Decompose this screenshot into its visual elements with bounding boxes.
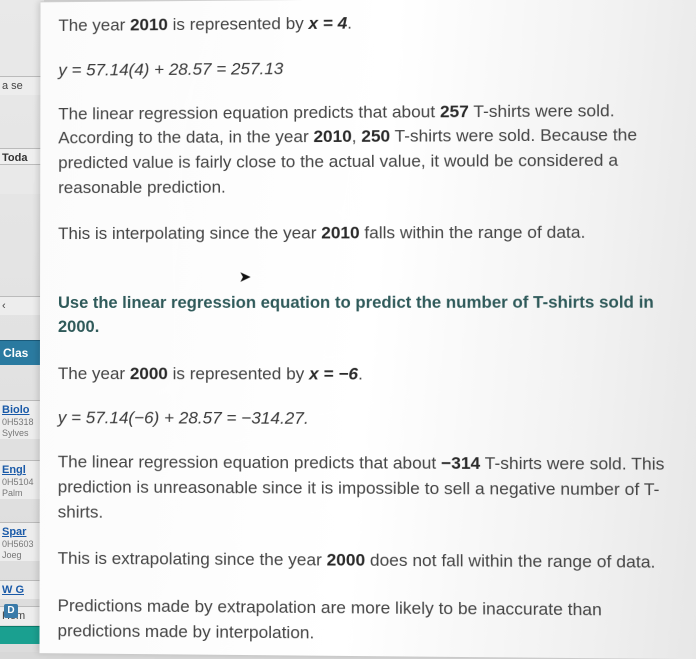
equation-inline: x = 4	[308, 14, 347, 33]
text: is represented by	[168, 364, 309, 383]
text: is represented by	[168, 14, 309, 34]
tab-sidebar: a seToda‹ClasBiolo0H5318SylvesEngl0H5104…	[0, 0, 44, 652]
text: falls within the range of data.	[360, 223, 586, 243]
text: does not fall within the range of data.	[365, 551, 655, 572]
sidebar-teal-bar	[0, 626, 44, 644]
paragraph-interpolating: This is interpolating since the year 201…	[58, 221, 665, 247]
sidebar-fragment	[0, 164, 44, 194]
paragraph-extrapolating: This is extrapolating since the year 200…	[58, 547, 667, 576]
sidebar-fragment: Clas	[0, 340, 44, 365]
text: ,	[352, 127, 362, 146]
sidebar-fragment: Palm	[0, 487, 44, 499]
value: 2000	[130, 364, 168, 383]
paragraph-prediction-neg314: The linear regression equation predicts …	[58, 451, 667, 529]
value: 2010	[321, 223, 359, 242]
instruction-predict-2000: Use the linear regression equation to pr…	[58, 291, 666, 340]
sidebar-fragment: W G	[0, 580, 44, 599]
document-page: The year 2010 is represented by x = 4. y…	[39, 0, 696, 659]
text: This is interpolating since the year	[58, 224, 321, 244]
paragraph-year-2000: The year 2000 is represented by x = −6.	[58, 362, 666, 388]
app-badge-icon: D	[4, 604, 18, 618]
paragraph-conclusion: Predictions made by extrapolation are mo…	[58, 594, 668, 649]
equation-text: y = 57.14(4) + 28.57 = 257.13	[58, 59, 283, 80]
text: .	[358, 364, 363, 383]
value: 257	[440, 102, 469, 121]
cursor-icon: ➤	[239, 268, 252, 286]
value: −314	[441, 454, 480, 473]
equation-text: y = 57.14(−6) + 28.57 = −314.27.	[58, 408, 309, 428]
equation-inline: x = −6	[309, 364, 358, 383]
text: The year	[58, 15, 130, 34]
value: 2000	[327, 551, 366, 571]
equation-1: y = 57.14(4) + 28.57 = 257.13	[58, 56, 664, 80]
text: This is extrapolating since the year	[58, 549, 327, 570]
text: The linear regression equation predicts …	[58, 453, 441, 474]
text: .	[347, 14, 352, 33]
sidebar-fragment: ‹	[0, 296, 44, 315]
sidebar-fragment: Sylves	[0, 427, 44, 439]
paragraph-year-2010: The year 2010 is represented by x = 4.	[58, 9, 663, 39]
paragraph-prediction-257: The linear regression equation predicts …	[58, 98, 665, 200]
text: The year	[58, 364, 130, 383]
value: 250	[361, 127, 390, 146]
value: 2010	[313, 127, 351, 146]
text: The linear regression equation predicts …	[58, 102, 440, 123]
equation-2: y = 57.14(−6) + 28.57 = −314.27.	[58, 408, 666, 430]
year-value: 2010	[130, 15, 168, 34]
sidebar-fragment: a se	[0, 76, 44, 95]
sidebar-fragment: Joeg	[0, 549, 44, 561]
